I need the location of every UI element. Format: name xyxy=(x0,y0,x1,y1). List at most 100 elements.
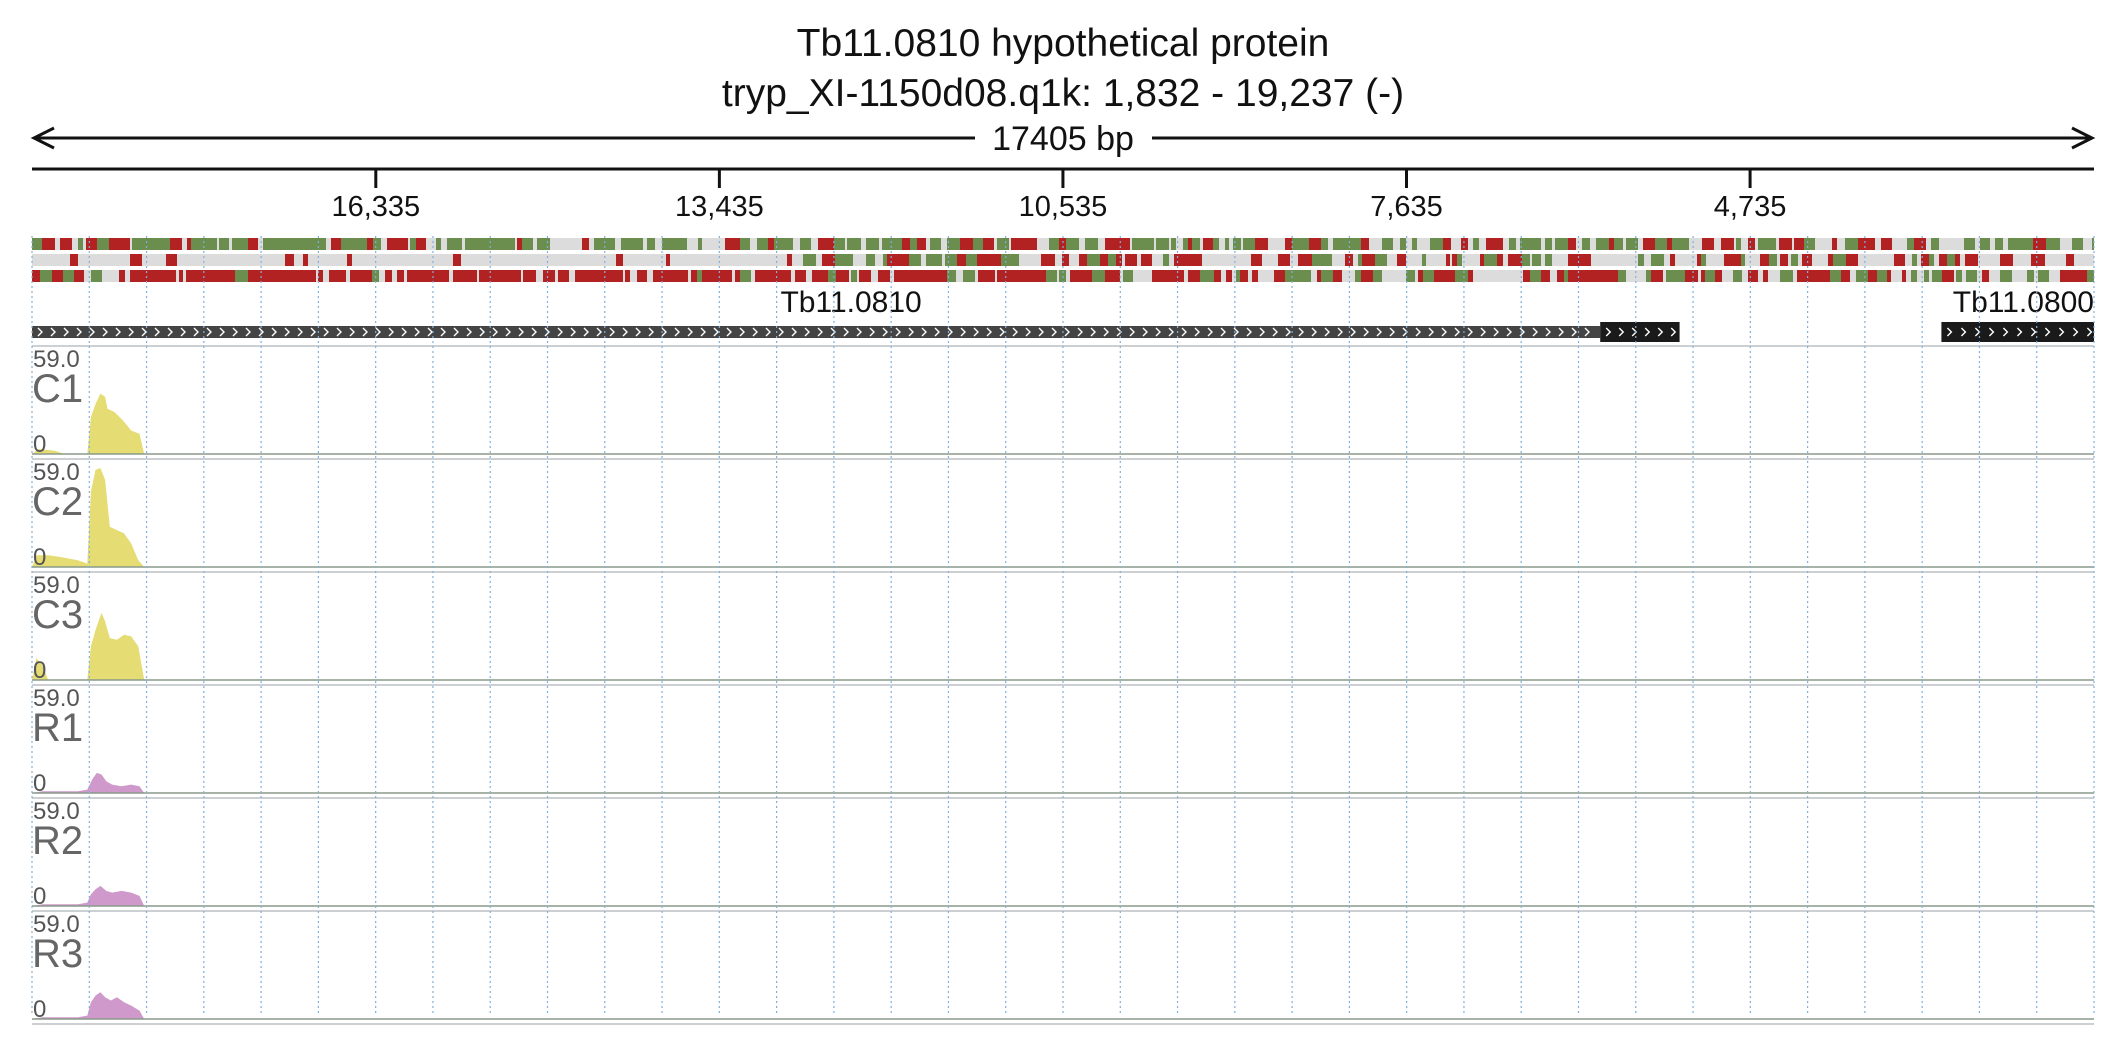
track-max-label: 59.0 xyxy=(33,798,80,825)
codon-mark xyxy=(318,270,323,282)
strand-chevron-icon xyxy=(466,327,472,337)
codon-mark xyxy=(341,238,351,250)
codon-mark xyxy=(963,270,975,282)
codon-mark xyxy=(1333,270,1342,282)
codon-mark xyxy=(168,270,176,282)
strand-chevron-icon xyxy=(336,327,342,337)
track-name-label: C3 xyxy=(32,593,83,637)
codon-mark xyxy=(977,254,985,266)
codon-mark xyxy=(1192,238,1200,250)
codon-mark xyxy=(902,238,910,250)
codon-mark xyxy=(1144,238,1154,250)
codon-mark xyxy=(1532,254,1541,266)
strand-chevron-icon xyxy=(102,327,108,337)
strand-chevron-icon xyxy=(752,327,758,337)
coverage-area-r3 xyxy=(32,992,145,1019)
codon-mark xyxy=(1082,270,1092,282)
codon-mark xyxy=(2031,254,2035,266)
codon-mark xyxy=(32,270,40,282)
codon-mark xyxy=(152,238,158,250)
strand-chevron-icon xyxy=(2058,327,2065,337)
codon-mark xyxy=(773,270,778,282)
codon-mark xyxy=(983,238,994,250)
codon-mark xyxy=(134,254,142,266)
codon-mark xyxy=(1568,238,1576,250)
strand-chevron-icon xyxy=(1298,327,1304,337)
codon-mark xyxy=(522,238,533,250)
codon-mark xyxy=(1423,270,1434,282)
codon-mark xyxy=(1124,238,1130,250)
codon-mark xyxy=(170,238,182,250)
codon-mark xyxy=(1274,270,1285,282)
codon-mark xyxy=(606,270,610,282)
codon-mark xyxy=(1196,254,1202,266)
codon-mark xyxy=(912,270,923,282)
codon-mark xyxy=(1446,270,1455,282)
codon-mark xyxy=(1868,270,1877,282)
codon-mark xyxy=(1292,238,1300,250)
strand-chevron-icon xyxy=(986,327,992,337)
codon-mark xyxy=(1355,270,1361,282)
codon-mark xyxy=(986,270,995,282)
codon-mark xyxy=(1285,270,1298,282)
codon-mark xyxy=(1375,254,1387,266)
codon-mark xyxy=(1457,254,1462,266)
codon-mark xyxy=(1804,238,1815,250)
codon-mark xyxy=(1152,270,1163,282)
codon-mark xyxy=(1966,270,1977,282)
strand-chevron-icon xyxy=(1246,327,1252,337)
codon-mark xyxy=(431,270,438,282)
codon-mark xyxy=(399,238,408,250)
codon-mark xyxy=(453,270,465,282)
span-length-label: 17405 bp xyxy=(992,120,1134,158)
strand-chevron-icon xyxy=(1285,327,1291,337)
codon-mark xyxy=(662,238,675,250)
axis-tick-label: 13,435 xyxy=(675,191,764,223)
strand-chevron-icon xyxy=(947,327,953,337)
codon-mark xyxy=(271,238,277,250)
codon-mark xyxy=(501,238,508,250)
codon-mark xyxy=(1412,238,1417,250)
codon-mark xyxy=(1251,254,1262,266)
codon-mark xyxy=(1780,254,1788,266)
codon-mark xyxy=(1508,254,1517,266)
codon-mark xyxy=(1914,238,1926,250)
strand-chevron-icon xyxy=(1415,327,1421,337)
codon-mark xyxy=(917,238,926,250)
codon-mark xyxy=(313,238,326,250)
gene-body-tb11-0810 xyxy=(32,326,1601,338)
codon-mark xyxy=(1638,254,1644,266)
codon-mark xyxy=(1596,238,1609,250)
codon-mark xyxy=(1156,238,1165,250)
codon-mark xyxy=(1340,238,1348,250)
codon-mark xyxy=(1541,270,1550,282)
strand-chevron-icon xyxy=(518,327,524,337)
strand-chevron-icon xyxy=(1506,327,1512,337)
axis-tick-label: 7,635 xyxy=(1370,191,1443,223)
codon-mark xyxy=(1236,270,1240,282)
strand-chevron-icon xyxy=(661,327,667,337)
codon-mark xyxy=(2066,254,2074,266)
strand-chevron-icon xyxy=(1168,327,1174,337)
codon-mark xyxy=(1614,238,1623,250)
codon-mark xyxy=(901,270,905,282)
codon-mark xyxy=(1721,238,1734,250)
codon-mark xyxy=(1942,270,1954,282)
codon-mark xyxy=(42,238,55,250)
strand-chevron-icon xyxy=(882,327,888,337)
strand-chevron-icon xyxy=(1376,327,1382,337)
track-min-label: 0 xyxy=(33,770,46,797)
strand-chevron-icon xyxy=(1519,327,1525,337)
codon-mark xyxy=(930,238,941,250)
codon-mark xyxy=(1455,270,1468,282)
strand-chevron-icon xyxy=(817,327,823,337)
strand-chevron-icon xyxy=(1657,327,1664,337)
strand-chevron-icon xyxy=(1584,327,1590,337)
codon-mark xyxy=(1582,238,1590,250)
strand-chevron-icon xyxy=(128,327,134,337)
codon-mark xyxy=(1108,254,1116,266)
codon-mark xyxy=(1581,254,1591,266)
codon-mark xyxy=(453,254,461,266)
codon-mark xyxy=(1522,254,1530,266)
codon-mark xyxy=(1907,238,1914,250)
